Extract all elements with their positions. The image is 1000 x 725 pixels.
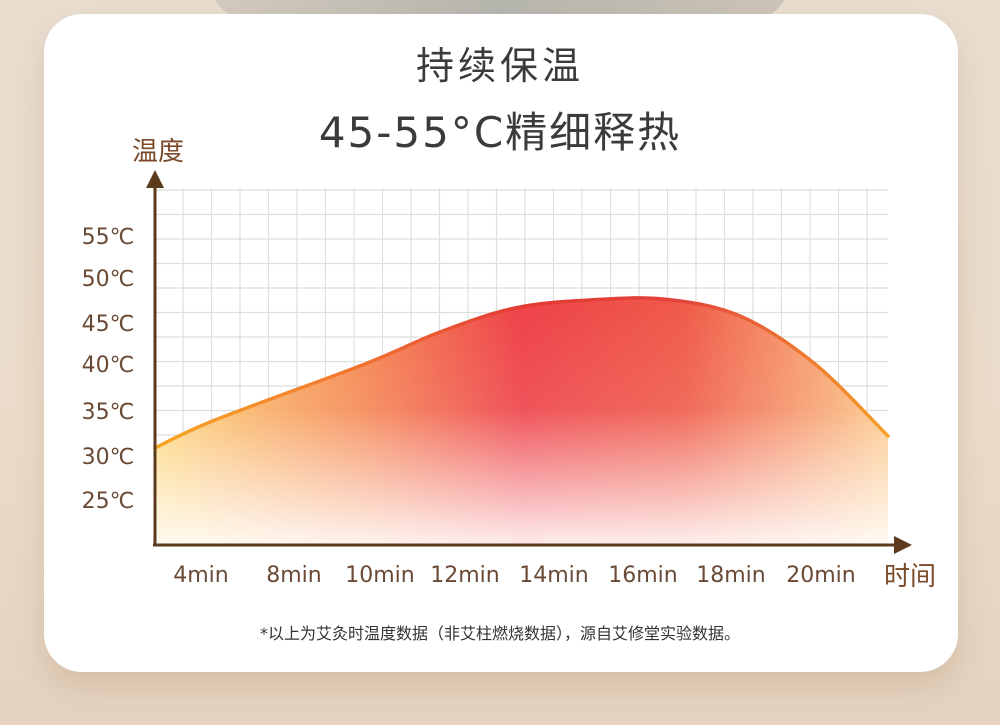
x-tick-labels: 4min 8min 10min 12min 14min 16min 18min 20min <box>173 563 855 588</box>
y-axis-arrow <box>146 170 164 188</box>
x-tick-label: 20min <box>786 563 855 588</box>
x-tick-label: 14min <box>519 563 588 588</box>
chart-axes <box>146 170 912 554</box>
y-tick-label: 55℃ <box>82 225 135 250</box>
x-axis-label: 时间 <box>884 562 936 592</box>
x-tick-label: 4min <box>173 563 228 588</box>
y-tick-labels: 55℃ 50℃ 45℃ 40℃ 35℃ 30℃ 25℃ <box>82 225 135 514</box>
y-tick-label: 50℃ <box>82 267 135 292</box>
page-subtitle: 45-55°C精细释热 <box>318 108 682 157</box>
y-tick-label: 45℃ <box>82 312 135 337</box>
temperature-curve <box>153 296 890 450</box>
page-title: 持续保温 <box>415 44 584 88</box>
x-tick-label: 16min <box>608 563 677 588</box>
x-tick-label: 12min <box>430 563 499 588</box>
y-tick-label: 30℃ <box>82 445 135 470</box>
x-axis-arrow <box>894 536 912 554</box>
footnote: *以上为艾灸时温度数据（非艾柱燃烧数据），源自艾修堂实验数据。 <box>259 624 740 643</box>
area-fade <box>155 297 888 545</box>
y-axis-label: 温度 <box>132 137 184 167</box>
y-tick-label: 25℃ <box>82 489 135 514</box>
x-tick-label: 8min <box>266 563 321 588</box>
y-tick-label: 40℃ <box>82 353 135 378</box>
x-tick-label: 18min <box>696 563 765 588</box>
y-tick-label: 35℃ <box>82 400 135 425</box>
x-tick-label: 10min <box>345 563 414 588</box>
